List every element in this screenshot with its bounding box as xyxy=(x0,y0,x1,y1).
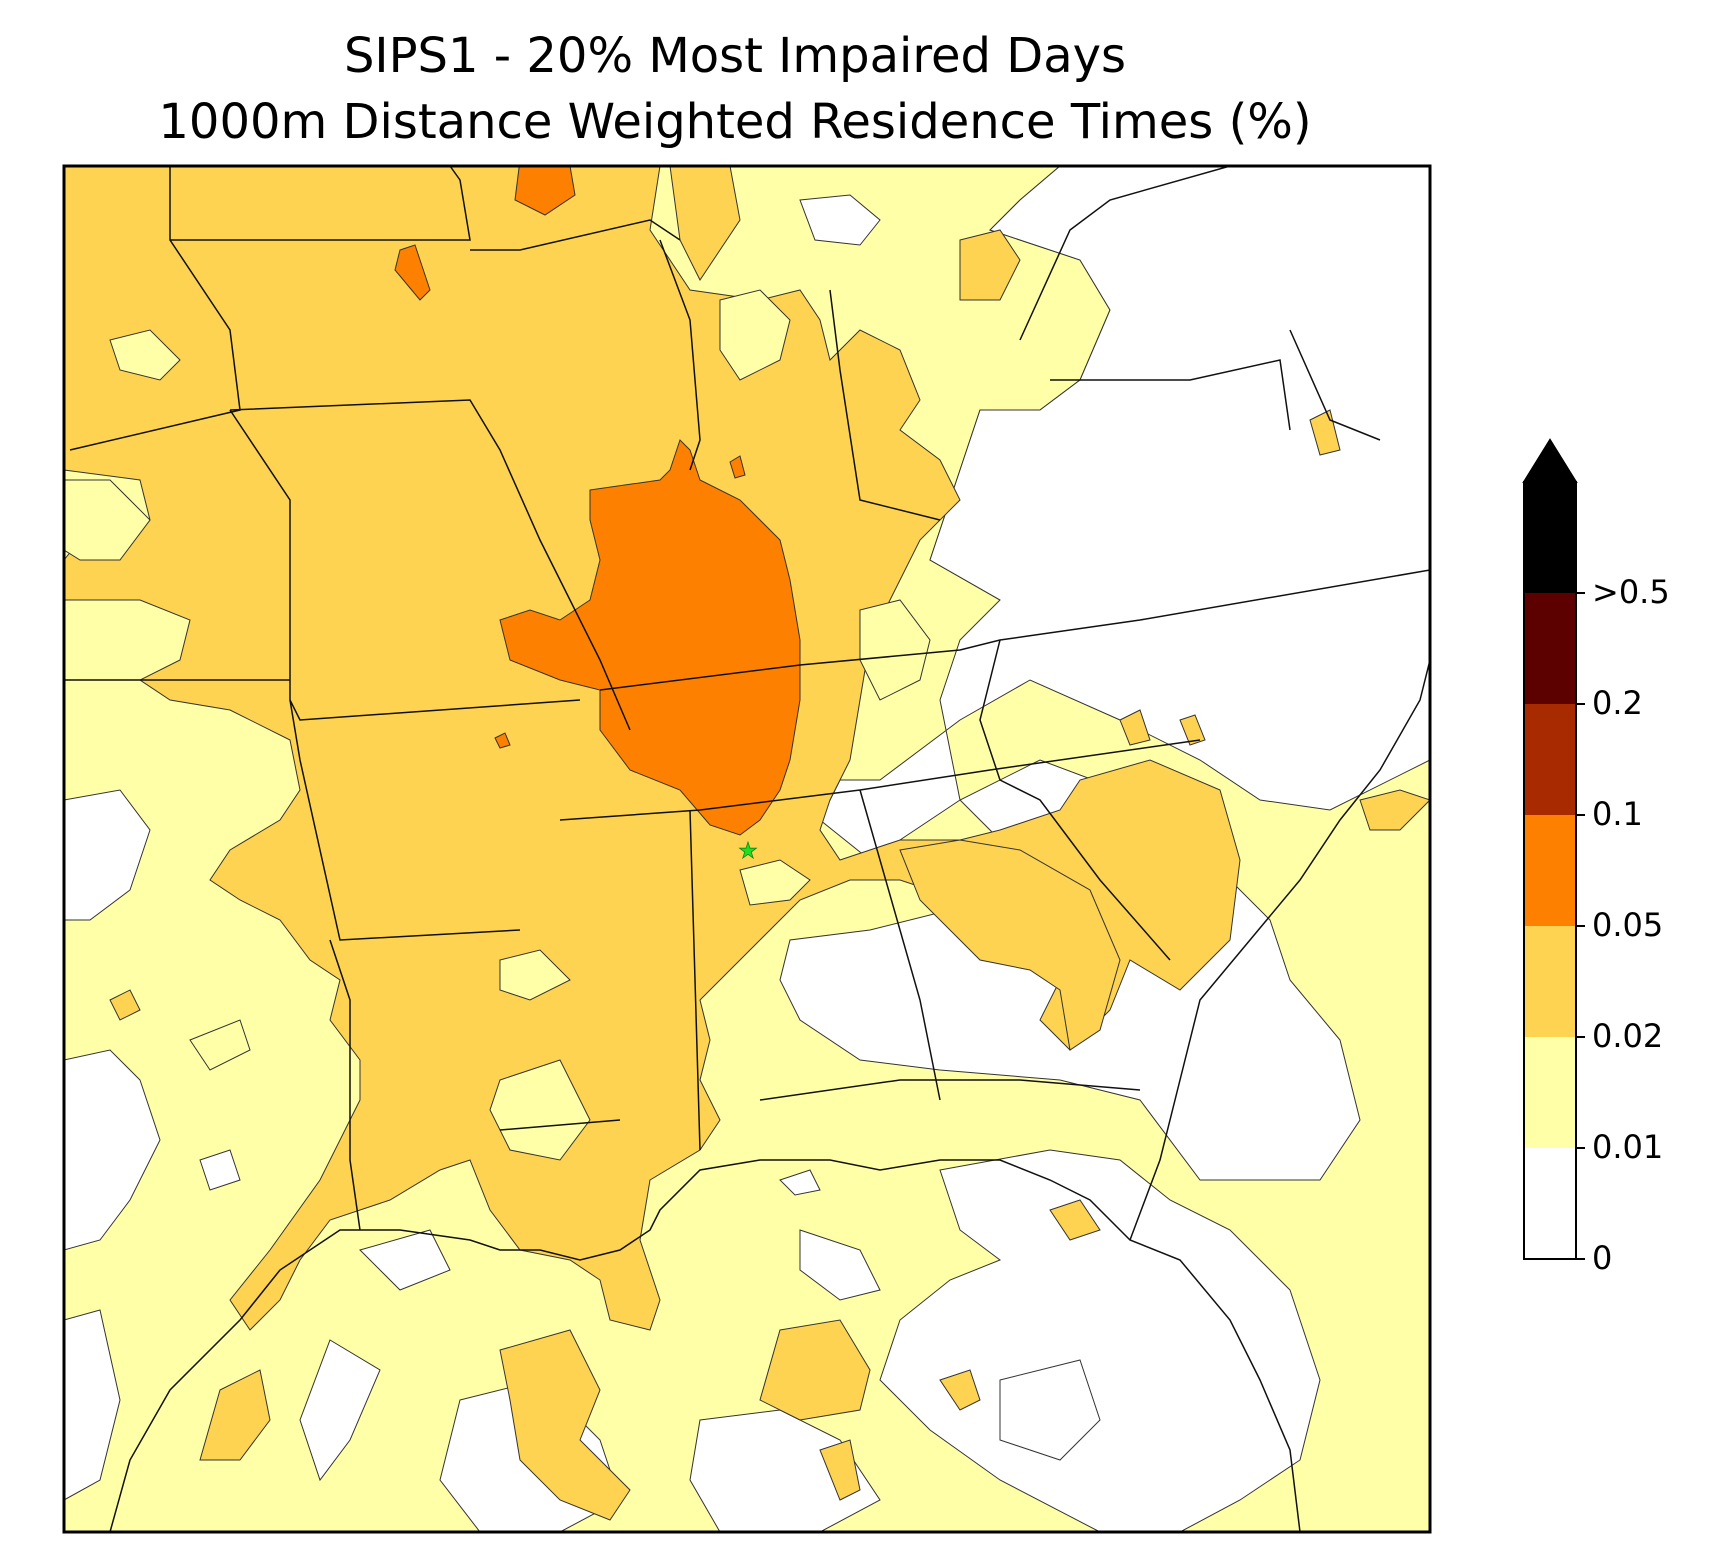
light-region-ar-ms xyxy=(499,949,571,1001)
contour-level-0.05-small-2 xyxy=(394,244,431,301)
colorbar-outline xyxy=(1523,481,1577,1260)
coastline xyxy=(109,1159,1301,1532)
contour-level-0.02-wi xyxy=(959,229,1021,301)
light-region-la xyxy=(489,1059,591,1161)
contour-level-0.02-gulf-3 xyxy=(199,1369,271,1461)
colorbar-segment xyxy=(1524,1037,1576,1148)
white-region-eastern-us xyxy=(779,166,1430,1181)
colorbar xyxy=(1522,438,1585,1260)
contour-level-0.02-gulf-5 xyxy=(939,1369,981,1411)
light-region-in xyxy=(719,289,791,381)
white-region-gulf-1 xyxy=(359,1229,451,1291)
white-region-tx-small xyxy=(199,1149,241,1191)
contour-level-0.02-nc-2 xyxy=(1179,714,1206,746)
contour-level-0.02-mi xyxy=(669,166,741,281)
white-region-west-texas xyxy=(64,1049,161,1251)
contour-level-0.05-small-4 xyxy=(729,455,746,479)
light-region-ks xyxy=(109,329,181,381)
colorbar-tick-label: 0.01 xyxy=(1592,1128,1664,1166)
colorbar-segment xyxy=(1524,482,1576,593)
light-region-tx-2 xyxy=(189,1019,251,1071)
site-marker-star: ★ xyxy=(738,839,758,864)
contour-level-0.05-small-3 xyxy=(494,732,511,749)
map-area xyxy=(64,166,1430,1532)
colorbar-segment xyxy=(1524,704,1576,815)
chart-title-line-2: 1000m Distance Weighted Residence Times … xyxy=(158,94,1312,150)
colorbar-extend-arrow xyxy=(1522,438,1578,483)
coastline-atlantic xyxy=(1129,659,1430,1241)
colorbar-segment xyxy=(1524,926,1576,1037)
white-region-gulf-2 xyxy=(299,1339,381,1482)
colorbar-tick-label: 0.02 xyxy=(1592,1017,1664,1055)
colorbar-tick-label: 0.2 xyxy=(1592,684,1643,722)
light-region-al xyxy=(739,859,811,906)
contour-level-0.02-tx xyxy=(109,989,141,1021)
contour-level-0.05-small-1 xyxy=(514,166,576,216)
colorbar-segment xyxy=(1524,593,1576,704)
colorbar-tick-label: 0.1 xyxy=(1592,795,1643,833)
map-frame xyxy=(62,164,1432,1534)
colorbar-segment xyxy=(1524,815,1576,926)
contour-level-0.02-gulf-4 xyxy=(819,1439,861,1501)
colorbar-segment xyxy=(1524,1148,1576,1259)
chart-title-line-1: SIPS1 - 20% Most Impaired Days xyxy=(343,28,1127,84)
white-region-ms-gulf xyxy=(779,1169,821,1196)
contour-level-0.05 xyxy=(499,439,801,836)
white-region-texas-coast xyxy=(64,1309,121,1501)
colorbar-tick-label: 0 xyxy=(1592,1239,1613,1277)
white-region-lake-mi xyxy=(799,194,881,246)
white-region-gulf-6 xyxy=(799,1229,881,1301)
colorbar-tick-label: 0.05 xyxy=(1592,906,1664,944)
contour-level-0.02-gulf-2 xyxy=(759,1319,871,1421)
contour-level-0.02-fl xyxy=(1049,1199,1101,1241)
contour-level-0.02-nc-1 xyxy=(1119,709,1151,746)
state-boundaries xyxy=(64,166,1430,1231)
white-region-florida xyxy=(879,1149,1321,1532)
white-region-west-ok xyxy=(64,789,151,921)
light-region-ok xyxy=(64,479,151,561)
white-region-gulf-5 xyxy=(999,1359,1101,1461)
contour-level-0.02-atlantic xyxy=(1359,789,1430,831)
colorbar-tick-label: >0.5 xyxy=(1592,573,1670,611)
contour-level-0.02-gulf-1 xyxy=(499,1329,631,1521)
contour-level-0.02-ga xyxy=(899,839,1121,1051)
